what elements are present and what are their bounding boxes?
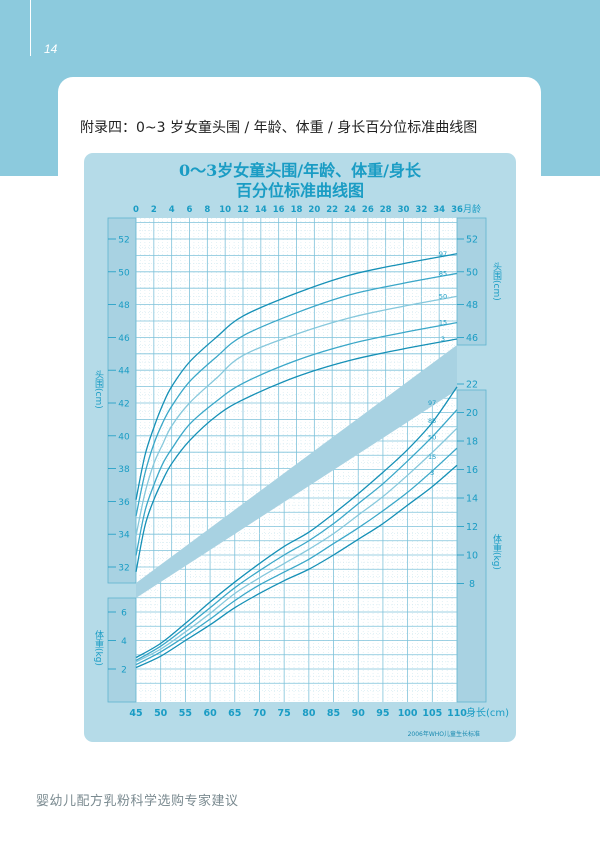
y-tick-label: 46: [466, 333, 478, 344]
y-tick-label: 48: [466, 300, 478, 311]
x-tick-label: 65: [228, 708, 241, 719]
y-tick-label: 8: [469, 579, 475, 590]
y-tick-label: 50: [118, 268, 130, 278]
weight-percentile-label: 85: [428, 417, 436, 425]
x-tick-label: 20: [308, 205, 320, 215]
y-tick-label: 52: [118, 236, 129, 246]
x-tick-label: 34: [433, 205, 445, 215]
x-tick-label: 36: [451, 205, 463, 215]
x-tick-label: 70: [253, 708, 267, 719]
y-tick-label: 48: [118, 301, 130, 311]
y-tick-label: 6: [121, 609, 127, 619]
x-tick-label: 22: [326, 205, 338, 215]
y-tick-label: 38: [118, 465, 130, 475]
x-tick-label: 100: [398, 708, 418, 719]
page-heading: 附录四：0~3 岁女童头围 / 年龄、体重 / 身长百分位标准曲线图: [80, 120, 478, 136]
y-tick-label: 10: [466, 551, 478, 562]
weight-percentile-label: 97: [428, 399, 436, 407]
x-tick-label: 8: [204, 205, 210, 215]
right-head-axis-label: 头围(cm): [491, 262, 502, 301]
weight-curve-p3: [135, 464, 458, 669]
x-tick-label: 4: [169, 205, 175, 215]
chart-title-line2: 百分位标准曲线图: [236, 181, 364, 200]
y-tick-label: 44: [118, 367, 130, 377]
x-tick-label: 30: [398, 205, 410, 215]
x-tick-label: 2: [151, 205, 157, 215]
weight-percentile-label: 50: [428, 434, 436, 442]
y-tick-label: 20: [466, 408, 478, 419]
x-tick-label: 18: [291, 205, 303, 215]
x-tick-label: 60: [203, 708, 217, 719]
weight-curve-p97: [135, 386, 458, 659]
head-curve-p3: [135, 338, 458, 573]
y-tick-label: 4: [121, 637, 127, 647]
y-tick-label: 12: [466, 522, 478, 533]
weight-curve-p85: [135, 409, 458, 662]
head-percentile-label: 85: [439, 269, 447, 277]
y-tick-label: 14: [466, 494, 478, 505]
head-curve-p15: [135, 322, 458, 556]
separator-band: [136, 345, 457, 598]
x-tick-label: 16: [273, 205, 285, 215]
weight-percentile-label: 15: [428, 453, 436, 461]
divider: [30, 0, 31, 56]
x-tick-label: 26: [362, 205, 374, 215]
weight-curve-p50: [135, 427, 458, 663]
x-tick-label: 45: [129, 708, 142, 719]
x-tick-label: 80: [302, 708, 316, 719]
x-tick-label: 14: [255, 205, 267, 215]
x-tick-label: 105: [422, 708, 442, 719]
page-footer: 婴幼儿配方乳粉科学选购专家建议: [36, 794, 239, 809]
x-tick-label: 12: [237, 205, 249, 215]
x-tick-label: 85: [327, 708, 340, 719]
head-curve-p85: [135, 272, 458, 517]
x-tick-label: 6: [187, 205, 193, 215]
y-tick-label: 42: [118, 400, 129, 410]
y-tick-label: 32: [118, 564, 129, 574]
y-tick-label: 16: [466, 465, 478, 476]
y-tick-label: 22: [466, 380, 478, 391]
right-weight-axis-label: 体重(kg): [491, 533, 502, 570]
head-curve-p50: [135, 295, 458, 536]
x-tick-label: 55: [179, 708, 192, 719]
head-percentile-label: 15: [439, 319, 447, 327]
weight-curve-p15: [135, 447, 458, 666]
head-percentile-label: 3: [441, 335, 445, 343]
x-tick-label: 90: [352, 708, 366, 719]
y-tick-label: 50: [466, 267, 478, 278]
y-tick-label: 34: [118, 531, 130, 541]
y-tick-label: 46: [118, 334, 130, 344]
x-tick-label: 95: [376, 708, 389, 719]
page-number: 14: [44, 42, 58, 56]
chart-title-line1: 0～3岁女童头围/年龄、体重/身长: [179, 161, 422, 180]
y-tick-label: 40: [118, 432, 130, 442]
x-tick-label: 110: [447, 708, 467, 719]
y-tick-label: 18: [466, 437, 478, 448]
source-note: 2006年WHO儿童生长标准: [408, 730, 480, 738]
y-tick-label: 36: [118, 498, 130, 508]
x-tick-label: 28: [380, 205, 392, 215]
bottom-x-axis-label: 身长(cm): [466, 706, 509, 719]
x-tick-label: 32: [415, 205, 427, 215]
x-tick-label: 24: [344, 205, 356, 215]
head-curve-p97: [135, 253, 458, 500]
x-tick-label: 0: [133, 205, 139, 215]
weight-percentile-label: 3: [430, 469, 434, 477]
y-tick-label: 52: [466, 235, 478, 246]
left-head-axis-label: 头围(cm): [93, 370, 104, 409]
y-tick-label: 2: [121, 666, 127, 676]
left-head-axis-strip: [107, 217, 137, 584]
top-x-axis-label: 月龄: [463, 203, 481, 215]
x-tick-label: 75: [278, 708, 291, 719]
left-weight-axis-strip: [107, 597, 137, 703]
head-percentile-label: 97: [439, 250, 447, 258]
head-percentile-label: 50: [439, 292, 447, 300]
x-tick-label: 10: [219, 205, 231, 215]
left-weight-axis-label: 体重(kg): [93, 629, 104, 666]
x-tick-label: 50: [154, 708, 168, 719]
